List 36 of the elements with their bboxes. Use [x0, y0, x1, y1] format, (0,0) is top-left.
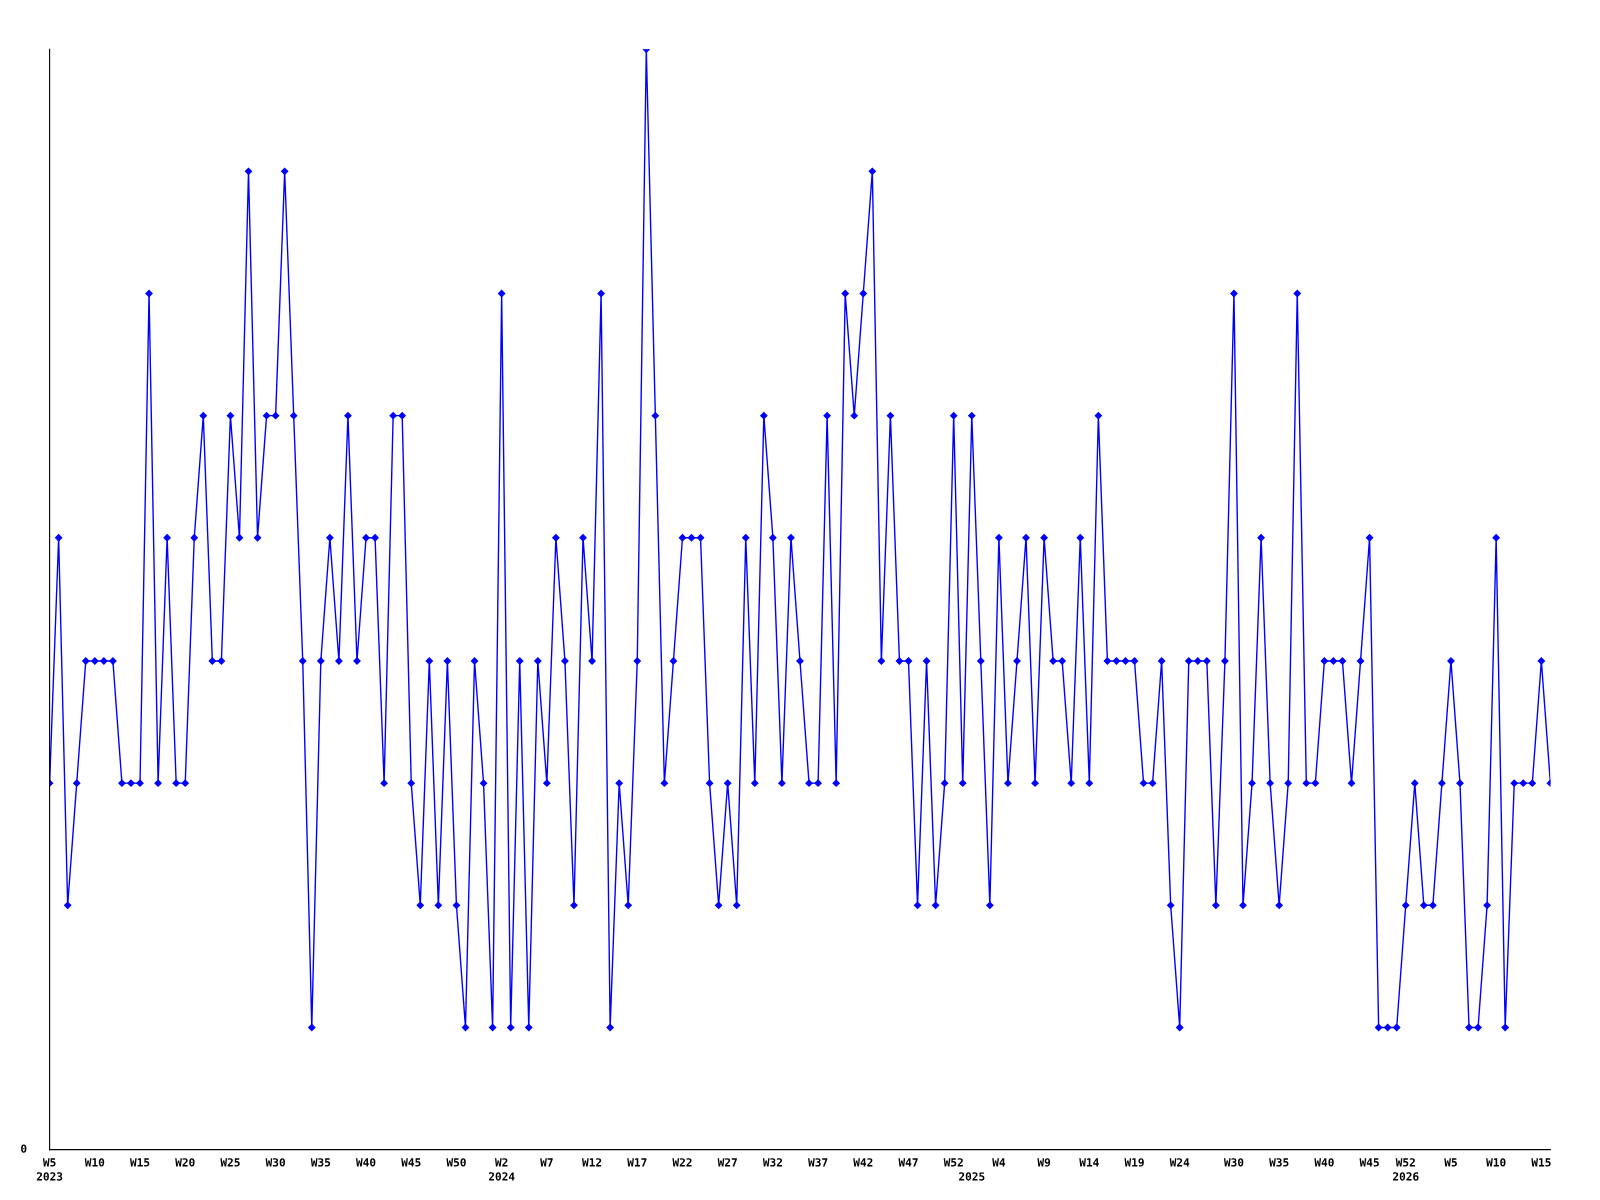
x-tick-label: W30: [265, 1158, 285, 1167]
x-tick-label: W32: [762, 1158, 782, 1167]
x-tick-label: W12: [582, 1158, 602, 1167]
x-tick-label: W19: [1124, 1158, 1144, 1167]
x-tick-label: 2025: [959, 1172, 985, 1181]
x-tick-label: W14: [1079, 1158, 1099, 1167]
x-tick-label: W7: [540, 1158, 553, 1167]
x-tick-label: W15: [1531, 1158, 1551, 1167]
x-tick-label: W40: [1314, 1158, 1334, 1167]
x-tick-label: W25: [220, 1158, 240, 1167]
x-tick-label: W35: [310, 1158, 331, 1167]
x-tick-label: W47: [898, 1158, 918, 1167]
x-tick-label: W10: [1486, 1158, 1506, 1167]
x-tick-label: W5: [1444, 1158, 1457, 1167]
x-tick-label: W10: [84, 1158, 105, 1167]
text: 0: [21, 1144, 27, 1153]
x-tick-label: W17: [627, 1158, 647, 1167]
x-tick-label: W45: [401, 1158, 421, 1167]
x-tick-label: W27: [717, 1158, 737, 1167]
x-tick-label: W2 2024: [488, 1158, 515, 1181]
x-tick-label: W52 2026: [1392, 1158, 1419, 1181]
x-tick-label: W40: [356, 1158, 376, 1167]
x-tick-label: W42: [853, 1158, 873, 1167]
x-tick-label: W24: [1169, 1158, 1190, 1167]
x-tick-label: W37: [808, 1158, 828, 1167]
x-tick-label: W4: [992, 1158, 1006, 1167]
x-tick-label: W9: [1037, 1158, 1051, 1167]
x-tick-label: W5 2023: [36, 1158, 63, 1181]
x-tick-label: W35: [1269, 1158, 1289, 1167]
x-tick-label: W15: [129, 1158, 150, 1167]
x-tick-label: W22: [672, 1158, 692, 1167]
x-tick-label: W45: [1359, 1158, 1379, 1167]
x-tick-label: W50: [446, 1158, 466, 1167]
x-tick-label: W20: [175, 1158, 195, 1167]
x-tick-label: W52: [943, 1158, 963, 1167]
x-tick-label: W30: [1223, 1158, 1244, 1167]
